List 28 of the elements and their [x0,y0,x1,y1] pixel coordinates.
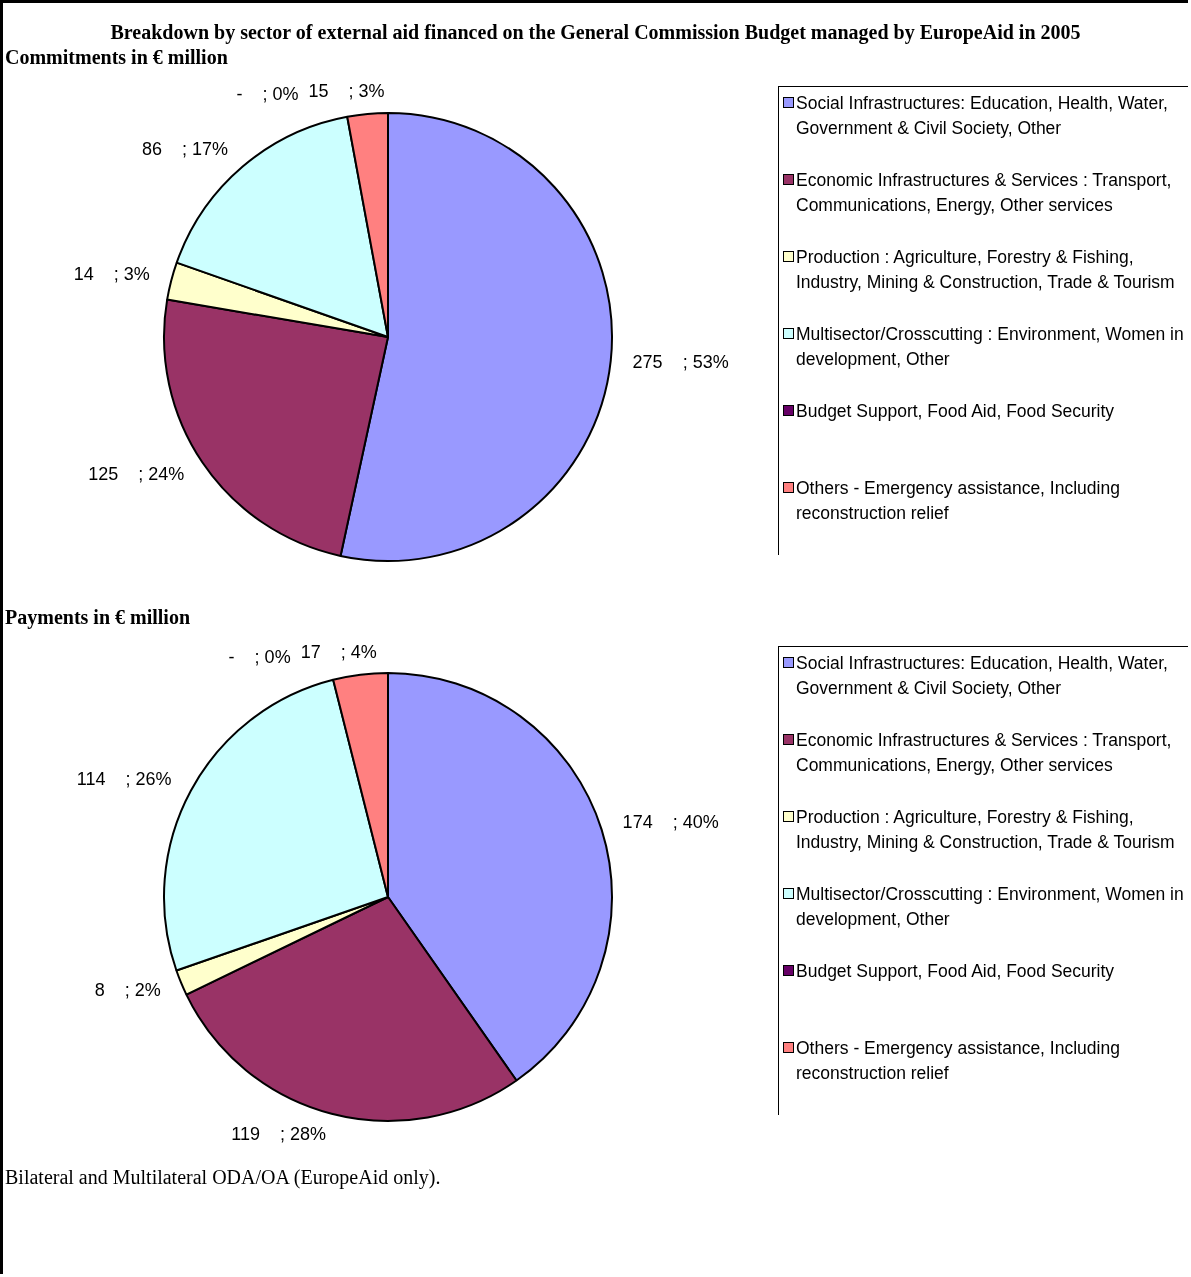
data-label: 15 ; 3% [308,81,385,101]
data-label: 8 ; 2% [94,980,161,1001]
data-label: 86 ; 17% [142,139,229,160]
legend-label: Budget Support, Food Aid, Food Security [796,960,1115,983]
data-label: 125 ; 24% [88,463,185,484]
chart-title: Breakdown by sector of external aid financed on the General Commission Budget managed by EuropeAid in 2005 [109,20,1082,46]
data-label: 14 ; 3% [73,264,150,285]
legend-label: Economic Infrastructures & Services : Transport, Communications, Energy, Other services [796,729,1173,777]
legend-label: Social Infrastructures: Education, Health, Water, Government & Civil Society, Other [796,92,1169,140]
legend-label: Multisector/Crosscutting : Environment, Women in development, Other [796,323,1185,371]
data-label: 174 ; 40% [622,812,719,832]
legend-label: Production : Agriculture, Forestry & Fishing, Industry, Mining & Construction, Trade & Tourism [796,246,1176,294]
chart-subtitle: Commitments in € million [4,46,229,70]
data-label: 114 ; 26% [76,769,172,790]
legend-label: Multisector/Crosscutting : Environment, Women in development, Other [796,883,1185,931]
legend-label: Social Infrastructures: Education, Health, Water, Government & Civil Society, Other [796,652,1169,700]
data-label: 17 ; 4% [300,641,377,662]
data-label: 119 ; 28% [231,1124,327,1145]
text: - ; 0% [228,647,291,668]
text: - ; 0% [236,84,299,105]
text: Bilateral and Multilateral ODA/OA (EuropeAid only). [4,1166,442,1189]
legend-label: Others - Emergency assistance, Including reconstruction relief [796,477,1121,525]
chart-title: Payments in € million [4,606,191,631]
legend-label: Budget Support, Food Aid, Food Security [796,400,1115,423]
data-label: 275 ; 53% [632,352,729,373]
legend-label: Others - Emergency assistance, Including reconstruction relief [796,1037,1121,1085]
legend-label: Production : Agriculture, Forestry & Fishing, Industry, Mining & Construction, Trade & Tourism [796,806,1176,854]
legend-label: Economic Infrastructures & Services : Transport, Communications, Energy, Other services [796,169,1173,217]
